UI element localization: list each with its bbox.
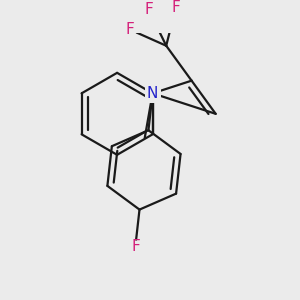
Text: F: F [172, 0, 180, 14]
Text: N: N [147, 86, 158, 101]
Text: F: F [131, 238, 140, 253]
Text: F: F [144, 2, 153, 17]
Text: F: F [125, 22, 134, 37]
